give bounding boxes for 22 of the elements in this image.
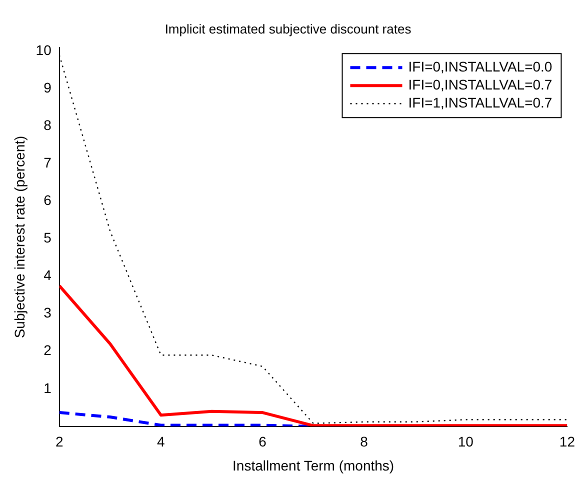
y-tick-label: 2: [44, 342, 52, 358]
y-axis-title: Subjective interest rate (percent): [11, 136, 28, 338]
x-tick-label: 10: [458, 434, 474, 450]
x-axis-title: Installment Term (months): [232, 457, 394, 474]
y-tick-label: 3: [44, 304, 52, 321]
y-tick-label: 9: [44, 80, 52, 96]
y-tick-label: 5: [44, 230, 52, 246]
legend-label: IFI=0,INSTALLVAL=0.7: [408, 76, 552, 92]
y-tick-label: 1: [44, 380, 52, 396]
legend-label: IFI=1,INSTALLVAL=0.7: [408, 94, 552, 110]
legend-label: IFI=0,INSTALLVAL=0.0: [408, 58, 552, 74]
x-tick-label: 12: [559, 434, 576, 450]
x-tick-label: 2: [55, 434, 64, 450]
chart-title: Implicit estimated subjective discount rates: [164, 21, 412, 36]
x-tick-label: 4: [157, 434, 166, 450]
y-tick-label: 4: [44, 267, 52, 284]
x-tick-label: 8: [360, 434, 368, 450]
x-tick-label: 6: [258, 434, 267, 450]
y-tick-label: 8: [44, 117, 52, 134]
y-tick-label: 6: [44, 192, 52, 208]
y-tick-label: 7: [44, 154, 52, 171]
y-tick-label: 10: [36, 42, 52, 58]
